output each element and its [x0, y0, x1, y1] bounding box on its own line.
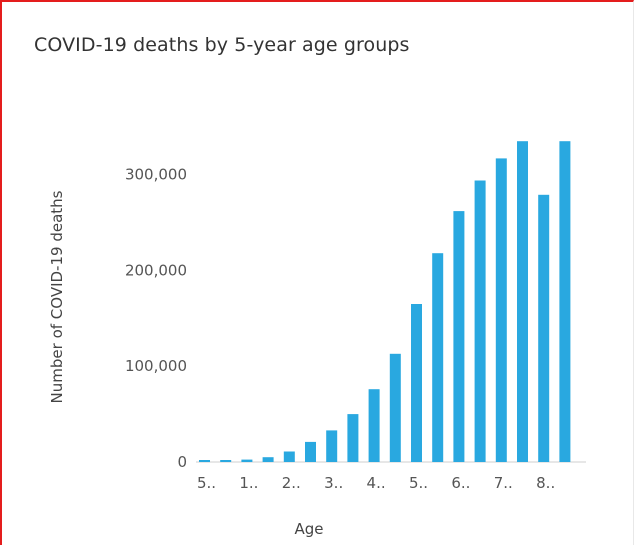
y-tick-label: 200,000 — [125, 261, 187, 279]
bar — [517, 141, 528, 462]
x-tick-label: 3.. — [324, 474, 343, 492]
bar — [368, 389, 380, 462]
x-tick-label: 8.. — [536, 474, 555, 492]
x-tick-label: 5.. — [409, 474, 428, 492]
bar — [538, 194, 550, 463]
bar — [199, 460, 210, 462]
x-tick-label: 1.. — [239, 474, 258, 492]
x-tick-label: 7.. — [494, 474, 513, 492]
bar — [389, 353, 401, 462]
bars — [199, 141, 571, 463]
y-tick-label: 100,000 — [125, 357, 187, 375]
x-axis-ticks: 5.. 1.. 2.. 3.. 4.. 5.. 6.. 7.. 8.. — [197, 474, 555, 492]
y-tick-label: 0 — [177, 453, 187, 471]
x-tick-label: 2.. — [282, 474, 301, 492]
chart-title: COVID-19 deaths by 5-year age groups — [34, 34, 410, 56]
x-tick-label: 4.. — [367, 474, 386, 492]
bar — [241, 459, 253, 462]
bar — [305, 441, 316, 462]
y-axis-label: Number of COVID-19 deaths — [48, 190, 66, 403]
bar — [495, 158, 507, 462]
y-tick-label: 300,000 — [125, 166, 187, 184]
bar — [453, 211, 465, 462]
bar — [559, 141, 571, 462]
x-axis-label: Age — [294, 520, 323, 538]
bar — [474, 180, 486, 462]
bar — [326, 430, 338, 462]
bar — [347, 414, 359, 462]
x-tick-label: 5.. — [197, 474, 216, 492]
x-tick-label: 6.. — [451, 474, 470, 492]
bar — [283, 451, 295, 462]
bar — [220, 460, 232, 462]
y-axis-ticks: 0 100,000 200,000 300,000 — [125, 166, 187, 471]
bar — [262, 457, 274, 462]
bar — [432, 253, 444, 462]
bar — [411, 304, 422, 462]
